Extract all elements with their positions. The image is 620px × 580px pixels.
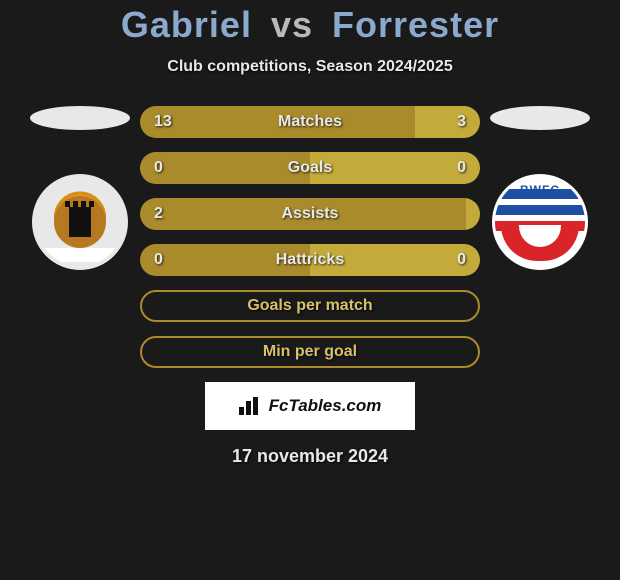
brand-box[interactable]: FcTables.com [205,382,415,430]
date: 17 november 2024 [232,446,388,467]
stat-left-value: 2 [154,205,163,223]
stat-right-value: 3 [457,113,466,131]
subtitle: Club competitions, Season 2024/2025 [0,58,620,76]
title: Gabriel vs Forrester [0,4,620,46]
stat-bar-left-seg: 0 [140,152,310,184]
stat-left-value: 0 [154,159,163,177]
layout: 133Matches00Goals2Assists00HattricksGoal… [0,106,620,368]
stat-right-value: 0 [457,159,466,177]
player2-name: Forrester [332,4,499,45]
club-crest-left [32,174,128,270]
player1-silhouette [30,106,130,130]
brand-text: FcTables.com [269,396,382,416]
stat-left-value: 0 [154,251,163,269]
stat-left-value: 13 [154,113,172,131]
crest-left-tower-icon [69,207,91,237]
stat-bar: 00Goals [140,152,480,184]
player1-name: Gabriel [121,4,252,45]
stat-bar: 2Assists [140,198,480,230]
club-crest-right: BWFC [492,174,588,270]
stat-bar-empty: Min per goal [140,336,480,368]
stat-bar: 00Hattricks [140,244,480,276]
left-side [20,106,140,270]
right-side: BWFC [480,106,600,270]
crest-left-inner [54,196,106,248]
stat-bar-right-seg: 0 [310,152,480,184]
stat-bar-right-seg: 3 [415,106,480,138]
stat-bar-left-seg: 13 [140,106,415,138]
stat-bar-empty: Goals per match [140,290,480,322]
stat-bar-left-seg: 0 [140,244,310,276]
stat-bar: 133Matches [140,106,480,138]
stat-bar-left-seg: 2 [140,198,466,230]
comparison-card: Gabriel vs Forrester Club competitions, … [0,0,620,467]
stat-bar-right-seg [466,198,480,230]
title-vs: vs [271,4,313,45]
stat-bars: 133Matches00Goals2Assists00HattricksGoal… [140,106,480,368]
player2-silhouette [490,106,590,130]
stat-right-value: 0 [457,251,466,269]
bar-chart-icon [239,397,263,415]
crest-left-ribbon [44,248,116,262]
stat-bar-right-seg: 0 [310,244,480,276]
